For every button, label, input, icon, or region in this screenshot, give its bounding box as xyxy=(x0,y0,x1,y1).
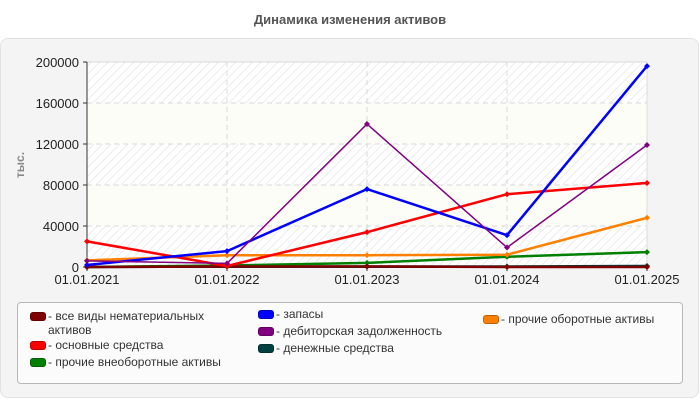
svg-text:01.01.2021: 01.01.2021 xyxy=(54,272,119,287)
series-lines xyxy=(84,63,650,270)
svg-text:200000: 200000 xyxy=(36,55,79,70)
legend-label: - прочие оборотные активы xyxy=(501,312,655,326)
legend-swatch-icon xyxy=(258,310,274,319)
legend-item-cash[interactable]: - денежные средства xyxy=(258,341,478,355)
legend-item-receivables[interactable]: - дебиторская задолженность xyxy=(258,324,488,338)
y-axis: 0 40000 80000 120000 160000 200000 xyxy=(36,55,88,275)
line-chart: 0 40000 80000 120000 160000 200000 01.01.2021… xyxy=(13,55,680,287)
legend-swatch-icon xyxy=(30,312,46,321)
legend: - все виды нематериальных активов - осно… xyxy=(17,302,683,384)
svg-text:80000: 80000 xyxy=(43,178,79,193)
svg-text:40000: 40000 xyxy=(43,219,79,234)
legend-label: - денежные средства xyxy=(276,341,394,355)
legend-label: - дебиторская задолженность xyxy=(276,324,443,338)
svg-text:01.01.2022: 01.01.2022 xyxy=(194,272,259,287)
svg-text:01.01.2024: 01.01.2024 xyxy=(474,272,539,287)
svg-text:01.01.2025: 01.01.2025 xyxy=(614,272,679,287)
legend-label: - прочие внеоборотные активы xyxy=(48,355,221,369)
y-axis-label: тыс. xyxy=(13,152,27,178)
svg-text:120000: 120000 xyxy=(36,137,79,152)
svg-text:160000: 160000 xyxy=(36,96,79,111)
legend-label: - все виды нематериальных активов xyxy=(48,309,205,337)
svg-text:0: 0 xyxy=(72,260,79,275)
x-axis: 01.01.2021 01.01.2022 01.01.2023 01.01.2024… xyxy=(54,266,680,287)
legend-swatch-icon xyxy=(483,315,499,324)
legend-item-inventory[interactable]: - запасы xyxy=(258,307,478,321)
legend-label: - запасы xyxy=(276,307,324,321)
legend-label: - основные средства xyxy=(48,338,164,352)
legend-swatch-icon xyxy=(30,358,46,367)
legend-swatch-icon xyxy=(258,327,274,336)
legend-item-intangible[interactable]: - все виды нематериальных активов xyxy=(30,309,230,337)
legend-item-other-current[interactable]: - прочие оборотные активы xyxy=(483,312,683,326)
legend-item-fixed-assets[interactable]: - основные средства xyxy=(30,338,250,352)
legend-swatch-icon xyxy=(30,341,46,350)
legend-item-other-noncurrent[interactable]: - прочие внеоборотные активы xyxy=(30,355,270,369)
chart-title: Динамика изменения активов xyxy=(253,12,447,27)
plot-area xyxy=(86,61,648,268)
svg-text:01.01.2023: 01.01.2023 xyxy=(334,272,399,287)
legend-swatch-icon xyxy=(258,344,274,353)
